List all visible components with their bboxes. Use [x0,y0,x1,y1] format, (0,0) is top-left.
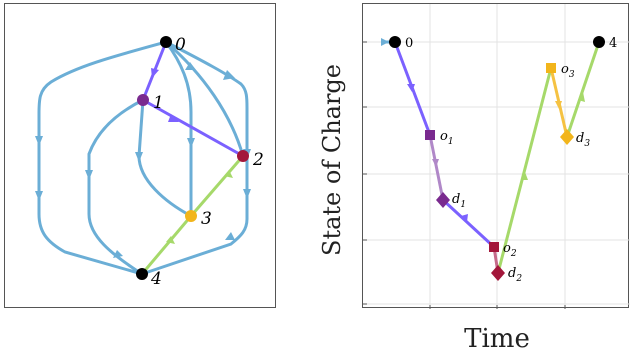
node-4 [136,268,148,280]
route-edge-3-4 [140,214,193,276]
route-edge-1-2 [141,98,245,158]
route-arrowheads [151,68,233,244]
node-2 [237,150,249,162]
network-graph: 0 1 2 3 4 [35,35,264,289]
trajectory-arrowheads [381,38,585,222]
soc-plot-panel: 0 4 o1 d1 o2 d2 o3 d3 [362,3,630,309]
label-o3: o3 [561,62,575,80]
marker-d3 [560,129,574,145]
marker-d1 [436,192,450,208]
label-o2: o2 [503,241,517,259]
node-3 [185,210,197,222]
ticks [363,41,566,309]
network-graph-panel: 0 1 2 3 4 [4,3,276,308]
segment-o1-d1 [428,133,445,202]
node-label-4: 4 [150,269,162,289]
marker-o3 [546,63,556,73]
soc-plot: 0 4 o1 d1 o2 d2 o3 d3 [363,4,630,309]
segment-d2-o3 [496,66,553,275]
label-o1: o1 [440,129,454,147]
node-label-3: 3 [201,209,212,229]
label-d1: d1 [452,192,466,210]
segment-d3-4 [565,40,601,139]
end-node-marker [593,36,605,48]
start-node-marker [389,36,401,48]
x-axis-label: Time [464,324,530,354]
blue-arrowheads [35,62,251,258]
label-d2: d2 [508,266,522,284]
blue-edges [37,40,249,276]
segment-d1-o2 [441,198,496,249]
edge-0-4-outer-left [37,40,168,276]
y-axis-label: State of Charge [318,64,346,256]
marker-o2 [489,242,499,252]
label-d3: d3 [576,131,590,149]
node-label-1: 1 [153,93,164,113]
start-label: 0 [405,36,413,51]
node-label-0: 0 [175,35,186,55]
node-label-2: 2 [252,150,264,170]
marker-d2 [491,265,505,281]
edge-0-2 [164,40,245,158]
end-label: 4 [609,36,617,51]
edge-0-3 [164,40,193,218]
edge-0-4-outer-right [140,40,249,276]
grid [363,4,630,309]
marker-o1 [425,130,435,140]
route-edge-2-3 [189,154,245,218]
edge-1-4 [87,98,145,276]
node-0 [160,36,172,48]
edge-1-3 [137,98,193,218]
node-1 [137,94,149,106]
